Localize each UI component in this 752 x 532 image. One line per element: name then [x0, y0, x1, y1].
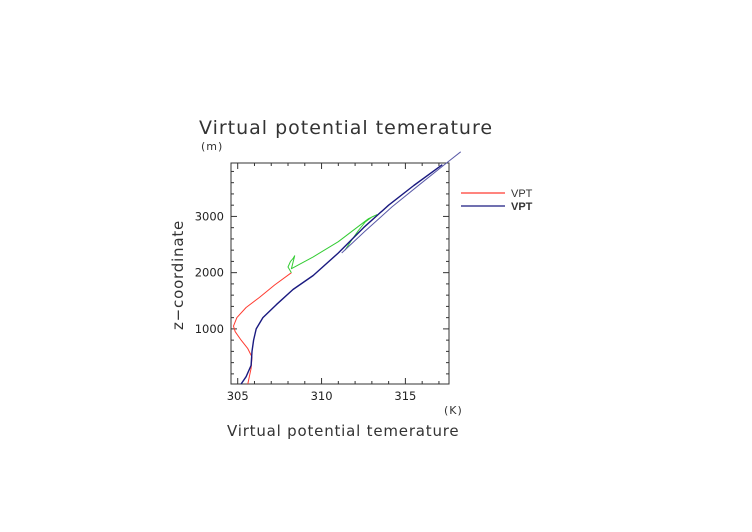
y-axis-label: z−coordinate: [169, 220, 187, 330]
x-axis-label: Virtual potential temerature: [227, 422, 459, 440]
series-line-1: [287, 214, 378, 273]
chart-title: Virtual potential temerature: [199, 117, 493, 139]
series-line-3: [341, 151, 462, 254]
series-line-2: [240, 164, 443, 385]
legend-label: VPT: [511, 188, 533, 200]
plot-frame: [230, 162, 450, 385]
series-line-0: [233, 272, 292, 385]
x-tick-label: 310: [311, 389, 333, 403]
series-lines: [233, 151, 462, 385]
y-tick-labels: 1000 2000 3000: [195, 209, 224, 335]
y-tick-label: 1000: [195, 322, 224, 336]
y-unit-label: (m): [201, 140, 223, 153]
x-unit-label: (K): [444, 404, 463, 417]
y-tick-label: 3000: [195, 209, 224, 223]
x-tick-label: 315: [394, 389, 416, 403]
y-tick-label: 2000: [195, 266, 224, 280]
legend-label: VPT: [511, 201, 533, 213]
x-tick-labels: 305 310 315: [227, 389, 417, 403]
axis-ticks: [231, 163, 449, 384]
plot-area: [230, 151, 462, 385]
x-tick-label: 305: [227, 389, 249, 403]
